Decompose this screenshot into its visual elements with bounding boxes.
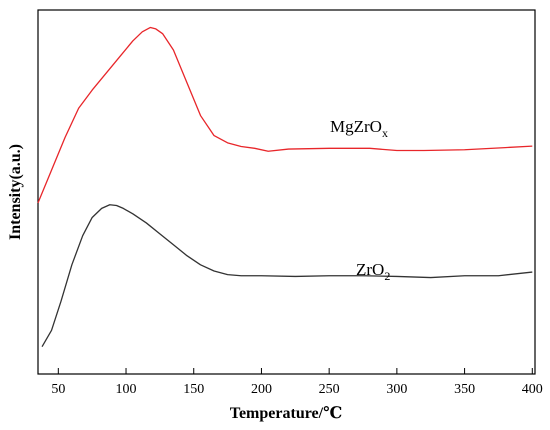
plot-frame [37, 9, 536, 375]
x-tick-label: 150 [183, 382, 204, 397]
series-line-mgzrox [37, 26, 533, 204]
series-label-mgzrox: MgZrOx [330, 117, 388, 140]
x-axis-title: Temperature/℃ [230, 405, 343, 422]
x-axis-ticks: 50 100 150 200 250 300 350 400 [51, 368, 543, 397]
x-tick-label: 100 [116, 382, 137, 397]
x-tick-label: 350 [454, 382, 475, 397]
x-tick-label: 300 [386, 382, 407, 397]
x-tick-label: 50 [51, 382, 65, 397]
x-tick-label: 400 [522, 382, 543, 397]
y-axis-title: Intensity(a.u.) [7, 144, 24, 240]
x-tick-label: 200 [251, 382, 272, 397]
series-line-zro2 [41, 204, 533, 348]
series-layer: MgZrOx ZrO2 [37, 26, 533, 348]
x-tick-label: 250 [319, 382, 340, 397]
series-label-zro2: ZrO2 [356, 260, 390, 283]
